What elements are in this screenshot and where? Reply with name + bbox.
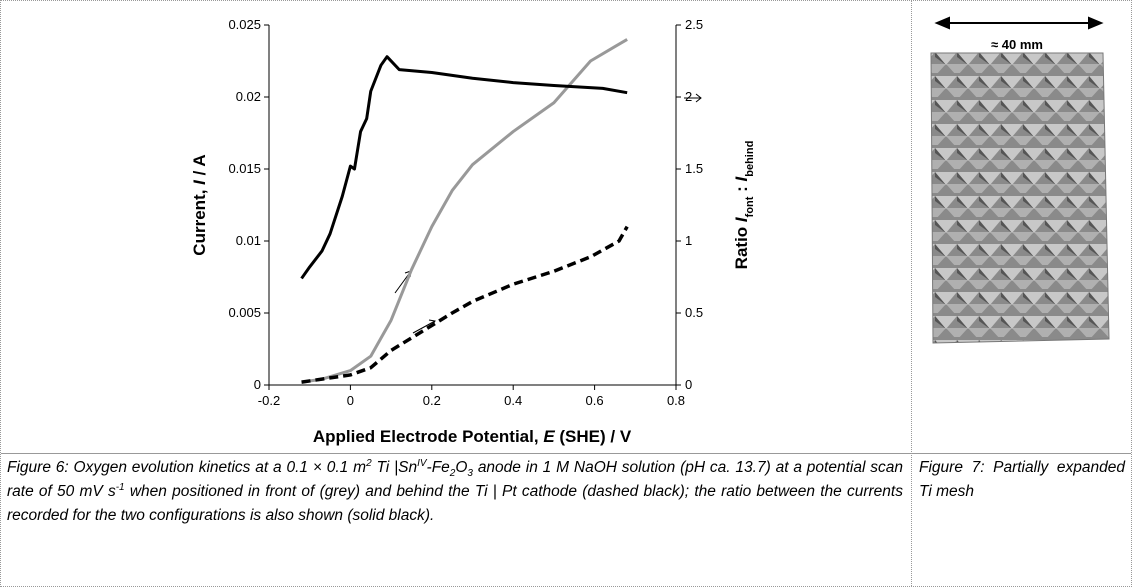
x-tick-label: 0.6 — [586, 393, 604, 408]
x-tick-label: 0.8 — [667, 393, 685, 408]
chart: Applied Electrode Potential, E (SHE) / V… — [190, 17, 756, 446]
annotation-arrows — [394, 93, 702, 334]
row-divider — [1, 453, 1131, 454]
y-tick-label: 0.015 — [228, 161, 261, 176]
y-tick-label: 0.02 — [236, 89, 261, 104]
y2-tick-label: 2.5 — [685, 17, 703, 32]
y2-tick-label: 0 — [685, 377, 692, 392]
y-axis-label: Current, I / A — [190, 154, 209, 255]
y-tick-label: 0.005 — [228, 305, 261, 320]
y2-tick-label: 1.5 — [685, 161, 703, 176]
series-line — [301, 225, 629, 384]
y-tick-label: 0 — [254, 377, 261, 392]
figure-6-caption: Figure 6: Oxygen evolution kinetics at a… — [7, 457, 903, 524]
y2-tick-label: 1 — [685, 233, 692, 248]
figure-7-caption: Figure 7: Partially expanded Ti mesh — [919, 459, 1125, 500]
x-tick-label: 0 — [347, 393, 354, 408]
y2-tick-label: 2 — [685, 89, 692, 104]
y-tick-label: 0.025 — [228, 17, 261, 32]
mesh-image: ≈ 40 mm — [930, 16, 1110, 344]
series-line — [300, 55, 628, 280]
x-tick-label: -0.2 — [258, 393, 280, 408]
y-tick-label: 0.01 — [236, 233, 261, 248]
y2-tick-label: 0.5 — [685, 305, 703, 320]
x-tick-label: 0.2 — [423, 393, 441, 408]
x-tick-label: 0.4 — [504, 393, 522, 408]
scale-label: ≈ 40 mm — [991, 37, 1043, 52]
column-divider — [911, 1, 912, 586]
series-line — [301, 38, 628, 384]
y2-axis-label: Ratio Ifont : Ibehind — [732, 141, 756, 270]
x-axis-label: Applied Electrode Potential, E (SHE) / V — [313, 427, 632, 446]
